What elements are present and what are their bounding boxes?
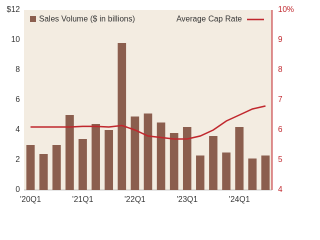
- bar: [235, 127, 244, 190]
- x-tick-label: '20Q1: [20, 195, 42, 204]
- bar: [26, 145, 35, 190]
- y-tick-label: $12: [7, 5, 21, 14]
- y2-tick-label: 7: [278, 95, 283, 104]
- bar: [104, 130, 114, 190]
- x-tick-label: '21Q1: [72, 195, 94, 204]
- bar: [169, 133, 179, 190]
- bar: [65, 115, 74, 190]
- x-tick-label: '24Q1: [229, 195, 251, 204]
- bar: [182, 127, 192, 190]
- bar: [156, 122, 166, 190]
- legend-label: Average Cap Rate: [176, 15, 242, 24]
- y2-tick-label: 10%: [278, 5, 294, 14]
- y2-tick-label: 9: [278, 35, 283, 44]
- bar: [117, 43, 127, 190]
- y-tick-label: 2: [16, 155, 21, 164]
- y-tick-label: 8: [16, 65, 21, 74]
- bar: [143, 113, 153, 190]
- bar: [222, 152, 231, 190]
- y-tick-label: 10: [11, 35, 20, 44]
- legend-label: Sales Volume ($ in billions): [39, 15, 135, 24]
- bar: [130, 116, 140, 190]
- y2-tick-label: 4: [278, 185, 283, 194]
- bar: [261, 155, 270, 190]
- bar: [209, 136, 218, 190]
- x-tick-label: '22Q1: [124, 195, 146, 204]
- bar: [91, 124, 100, 190]
- y2-tick-label: 6: [278, 125, 283, 134]
- bar: [52, 145, 61, 190]
- legend-swatch: [30, 16, 36, 22]
- chart: 0 2 4 6 8 10 $12 4 5 6 7 8 9 10% '20Q1 '21Q1 '22Q1 '23Q1 '…: [7, 5, 294, 204]
- bar: [248, 158, 257, 190]
- line: [30, 105, 266, 140]
- y-tick-label: 0: [16, 185, 21, 194]
- y-tick-label: 6: [16, 95, 21, 104]
- x-tick-label: '23Q1: [177, 195, 199, 204]
- y2-tick-label: 8: [278, 65, 283, 74]
- bar: [78, 139, 87, 190]
- bar: [39, 154, 48, 190]
- y2-tick-label: 5: [278, 155, 283, 164]
- y-tick-label: 4: [16, 125, 21, 134]
- bar: [196, 155, 205, 190]
